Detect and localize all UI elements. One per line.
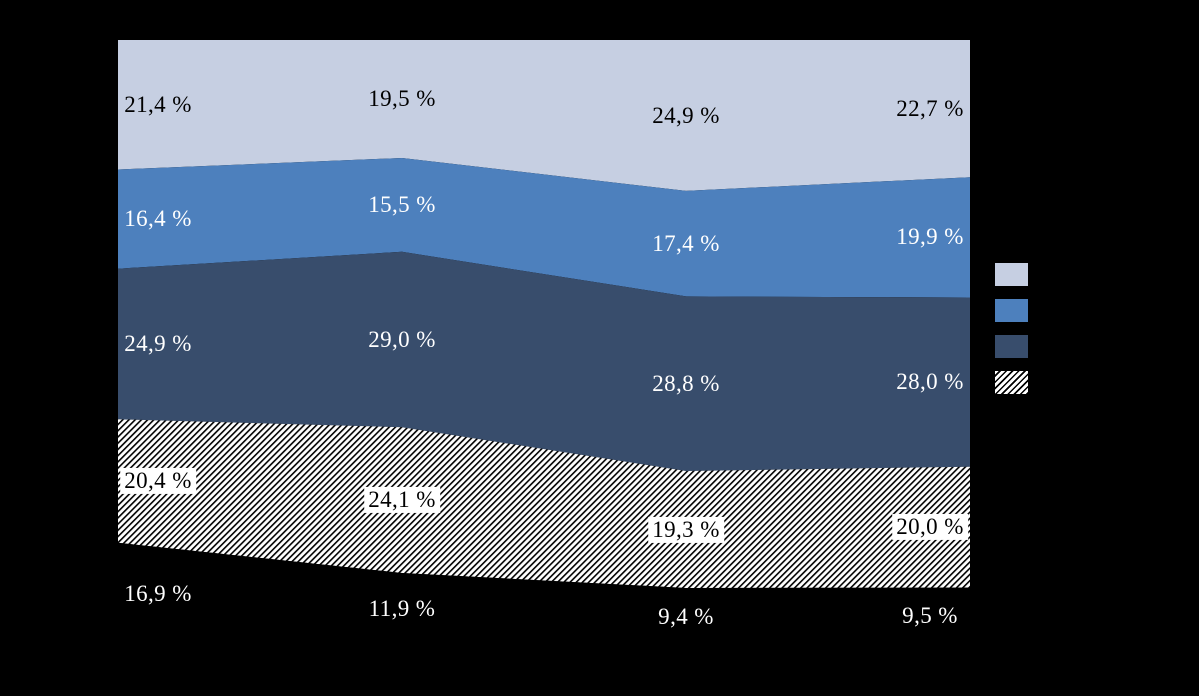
data-label-black-p2: 11,9 % — [368, 595, 436, 621]
data-label-dark-navy-p3: 28,8 % — [652, 370, 720, 396]
data-label-dark-navy-p2: 29,0 % — [368, 326, 436, 352]
area-band-black — [118, 542, 970, 645]
data-label-dark-navy-p1: 24,9 % — [124, 330, 192, 356]
data-label-light-blue-p3: 24,9 % — [652, 102, 720, 128]
data-label-dark-navy-p4: 28,0 % — [896, 369, 964, 395]
data-label-white-hatched-p4: 20,0 % — [892, 514, 968, 541]
data-label-light-blue-p2: 19,5 % — [368, 85, 436, 111]
data-label-medium-blue-p1: 16,4 % — [124, 206, 192, 232]
area-band-dark-navy — [118, 251, 970, 471]
data-label-black-p1: 16,9 % — [124, 580, 192, 606]
data-label-light-blue-p1: 21,4 % — [124, 91, 192, 117]
data-label-white-hatched-p2: 24,1 % — [364, 487, 440, 514]
data-label-medium-blue-p4: 19,9 % — [896, 224, 964, 250]
data-label-white-hatched-p1: 20,4 % — [120, 467, 196, 495]
area-band-medium-blue — [118, 158, 970, 298]
data-label-medium-blue-p3: 17,4 % — [652, 230, 720, 256]
data-label-white-hatched-p3: 19,3 % — [648, 516, 724, 543]
data-label-black-p3: 9,4 % — [658, 603, 714, 629]
data-label-light-blue-p4: 22,7 % — [896, 95, 964, 121]
data-label-black-p4: 9,5 % — [902, 603, 958, 629]
area-band-light-blue — [118, 40, 970, 191]
area-band-white-hatched — [118, 419, 970, 588]
data-label-medium-blue-p2: 15,5 % — [368, 191, 436, 217]
